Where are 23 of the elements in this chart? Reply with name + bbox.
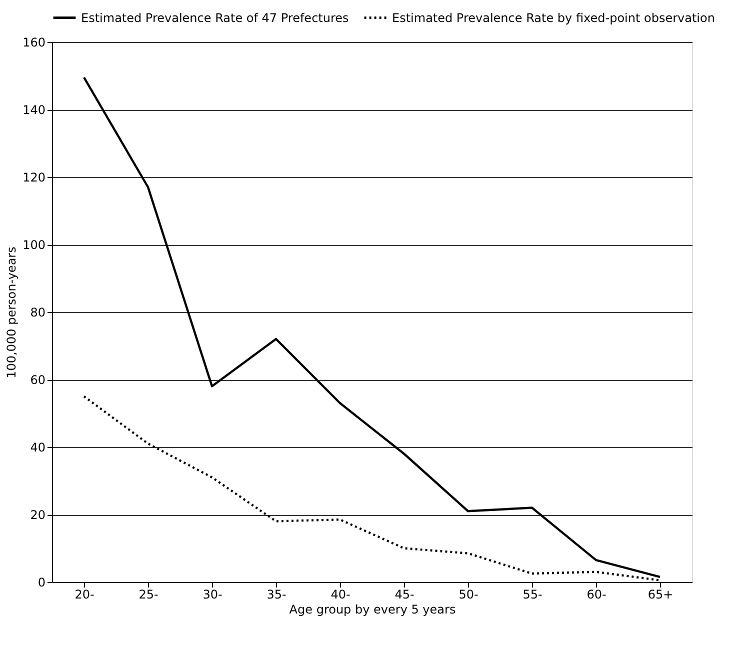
x-tick-label: 50- [458,588,478,602]
y-tick-label: 100 [22,238,46,252]
x-tick-label: 35- [266,588,286,602]
legend-label: Estimated Prevalence Rate of 47 Prefectures [81,10,349,25]
legend-label: Estimated Prevalence Rate by fixed-point observation [392,10,715,25]
y-tick-label: 60 [30,373,46,387]
y-tick-label: 160 [22,36,46,50]
x-axis-title: Age group by every 5 years [289,602,456,616]
y-tick-label: 40 [30,440,46,454]
x-tick-label: 30- [202,588,222,602]
x-tick-label: 40- [330,588,350,602]
y-tick-label: 80 [30,306,46,320]
y-tick-label: 20 [30,508,46,522]
y-tick-label: 140 [22,103,46,117]
y-tick-label: 120 [22,170,46,184]
x-tick-label: 65+ [648,588,674,602]
x-tick-label: 55- [522,588,542,602]
x-tick-label: 20- [74,588,94,602]
y-tick-label: 0 [38,576,46,590]
y-axis-title: 100,000 person-years [4,246,19,378]
x-tick-label: 45- [394,588,414,602]
x-tick-label: 25- [138,588,158,602]
x-tick-label: 60- [586,588,606,602]
